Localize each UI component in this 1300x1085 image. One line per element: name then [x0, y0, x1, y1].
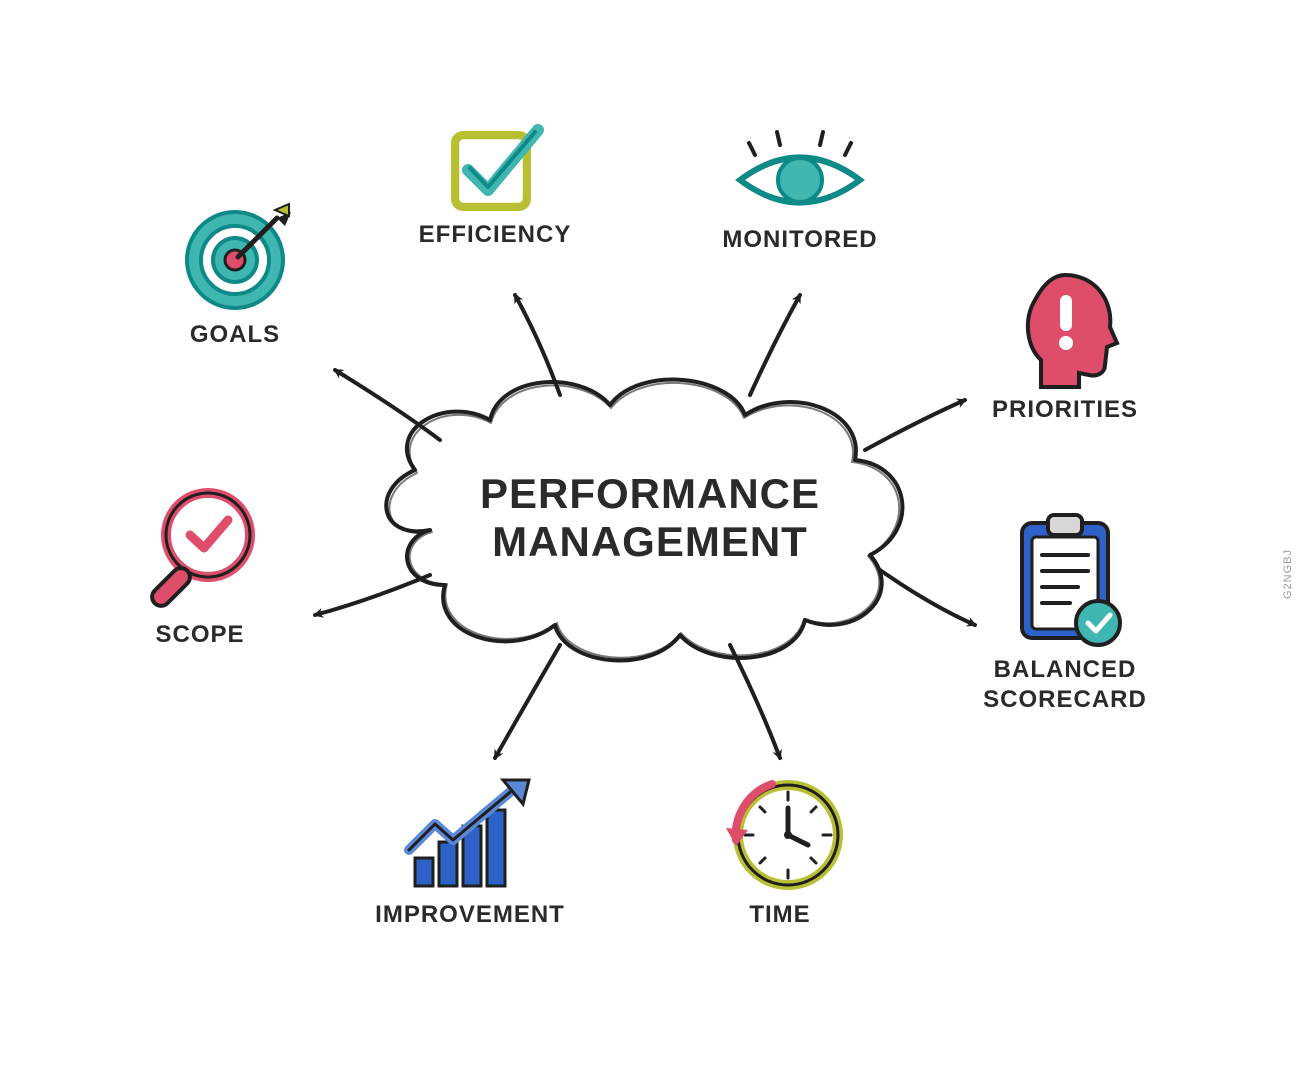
arrow-efficiency: [515, 295, 560, 395]
arrow-priorities: [865, 400, 965, 450]
label-priorities: PRIORITIES: [992, 395, 1138, 425]
label-balanced-scorecard: BALANCED SCORECARD: [983, 655, 1147, 715]
label-improvement: IMPROVEMENT: [375, 900, 565, 930]
infographic-canvas: alamy PERFORMANCE MANAGEMENT: [0, 0, 1300, 1085]
watermark-code: G2NGBJ: [1282, 549, 1294, 599]
label-goals: GOALS: [190, 320, 280, 350]
node-monitored: MONITORED: [700, 125, 900, 255]
node-priorities: PRIORITIES: [970, 265, 1160, 425]
arrow-scope: [315, 575, 430, 615]
node-efficiency: EFFICIENCY: [400, 110, 590, 250]
clock-arrow-icon: [710, 770, 850, 900]
label-time: TIME: [749, 900, 810, 930]
node-scope: SCOPE: [110, 480, 290, 650]
node-improvement: IMPROVEMENT: [355, 770, 585, 930]
center-title: PERFORMANCE MANAGEMENT: [460, 470, 840, 567]
arrow-balanced-scorecard: [880, 570, 975, 625]
label-efficiency: EFFICIENCY: [419, 220, 572, 250]
eye-icon: [725, 125, 875, 225]
checkbox-icon: [440, 110, 550, 220]
target-icon: [175, 200, 295, 320]
arrow-monitored: [750, 295, 800, 395]
arrow-goals: [335, 370, 440, 440]
node-goals: GOALS: [150, 200, 320, 350]
head-exclaim-icon: [1005, 265, 1125, 395]
arrow-improvement: [495, 645, 560, 758]
node-balanced-scorecard: BALANCED SCORECARD: [965, 505, 1165, 715]
arrow-time: [730, 645, 780, 758]
bar-arrow-icon: [395, 770, 545, 900]
label-scope: SCOPE: [155, 620, 244, 650]
magnifier-check-icon: [130, 480, 270, 620]
node-time: TIME: [700, 770, 860, 930]
clipboard-icon: [1000, 505, 1130, 655]
label-monitored: MONITORED: [722, 225, 877, 255]
